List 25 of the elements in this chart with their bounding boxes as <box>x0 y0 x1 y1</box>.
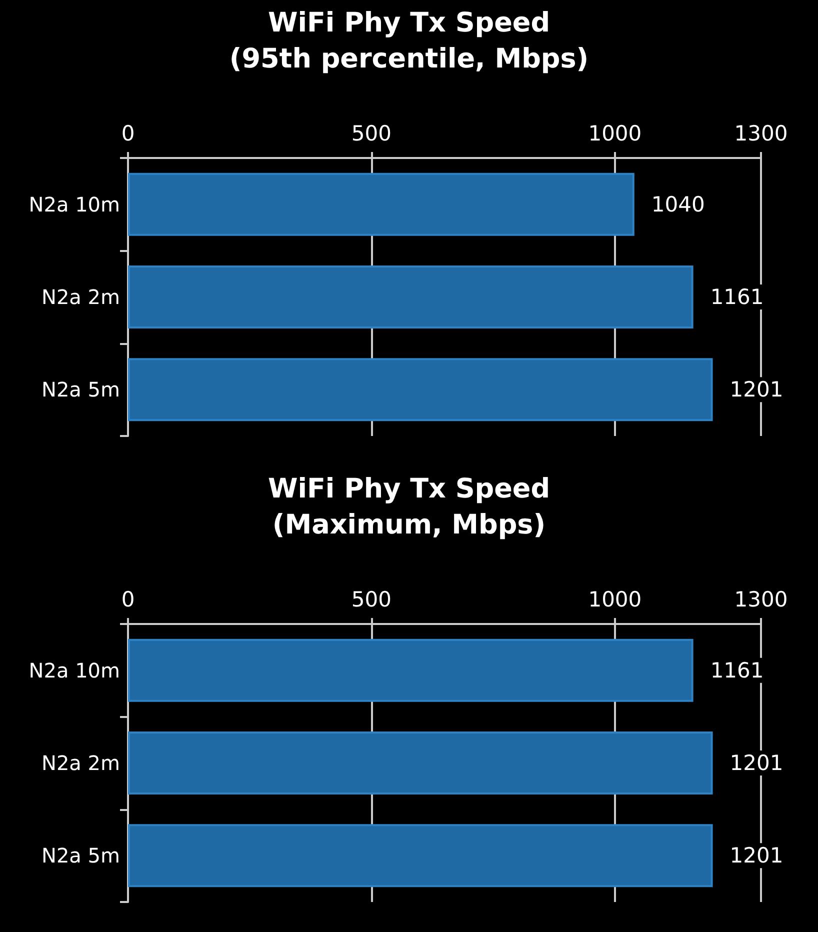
x-tick-label: 1000 <box>588 122 642 146</box>
data-label: 1161 <box>710 658 764 682</box>
data-label: 1201 <box>730 378 784 402</box>
x-tick-label: 1300 <box>734 122 788 146</box>
y-tick-label: N2a 10m <box>28 192 120 216</box>
y-tick-label: N2a 5m <box>41 378 120 402</box>
y-tick-label: N2a 5m <box>41 844 120 868</box>
x-tick-label: 0 <box>121 122 135 146</box>
chart-title: WiFi Phy Tx Speed (Maximum, Mbps) <box>268 474 550 540</box>
chart-title: WiFi Phy Tx Speed (95th percentile, Mbps) <box>229 8 589 74</box>
x-tick-label: 500 <box>351 122 392 146</box>
data-label: 1040 <box>651 192 705 216</box>
data-label: 1161 <box>710 285 764 309</box>
x-tick-label: 0 <box>121 588 135 612</box>
data-label: 1201 <box>730 844 784 868</box>
x-tick-label: 1300 <box>734 588 788 612</box>
bar <box>128 265 694 329</box>
bar <box>128 172 634 236</box>
y-tick-label: N2a 2m <box>41 285 120 309</box>
x-tick-label: 500 <box>351 588 392 612</box>
y-tick-label: N2a 2m <box>41 751 120 775</box>
bar <box>128 358 713 422</box>
x-tick-label: 1000 <box>588 588 642 612</box>
data-label: 1201 <box>730 751 784 775</box>
y-tick-label: N2a 10m <box>28 658 120 682</box>
